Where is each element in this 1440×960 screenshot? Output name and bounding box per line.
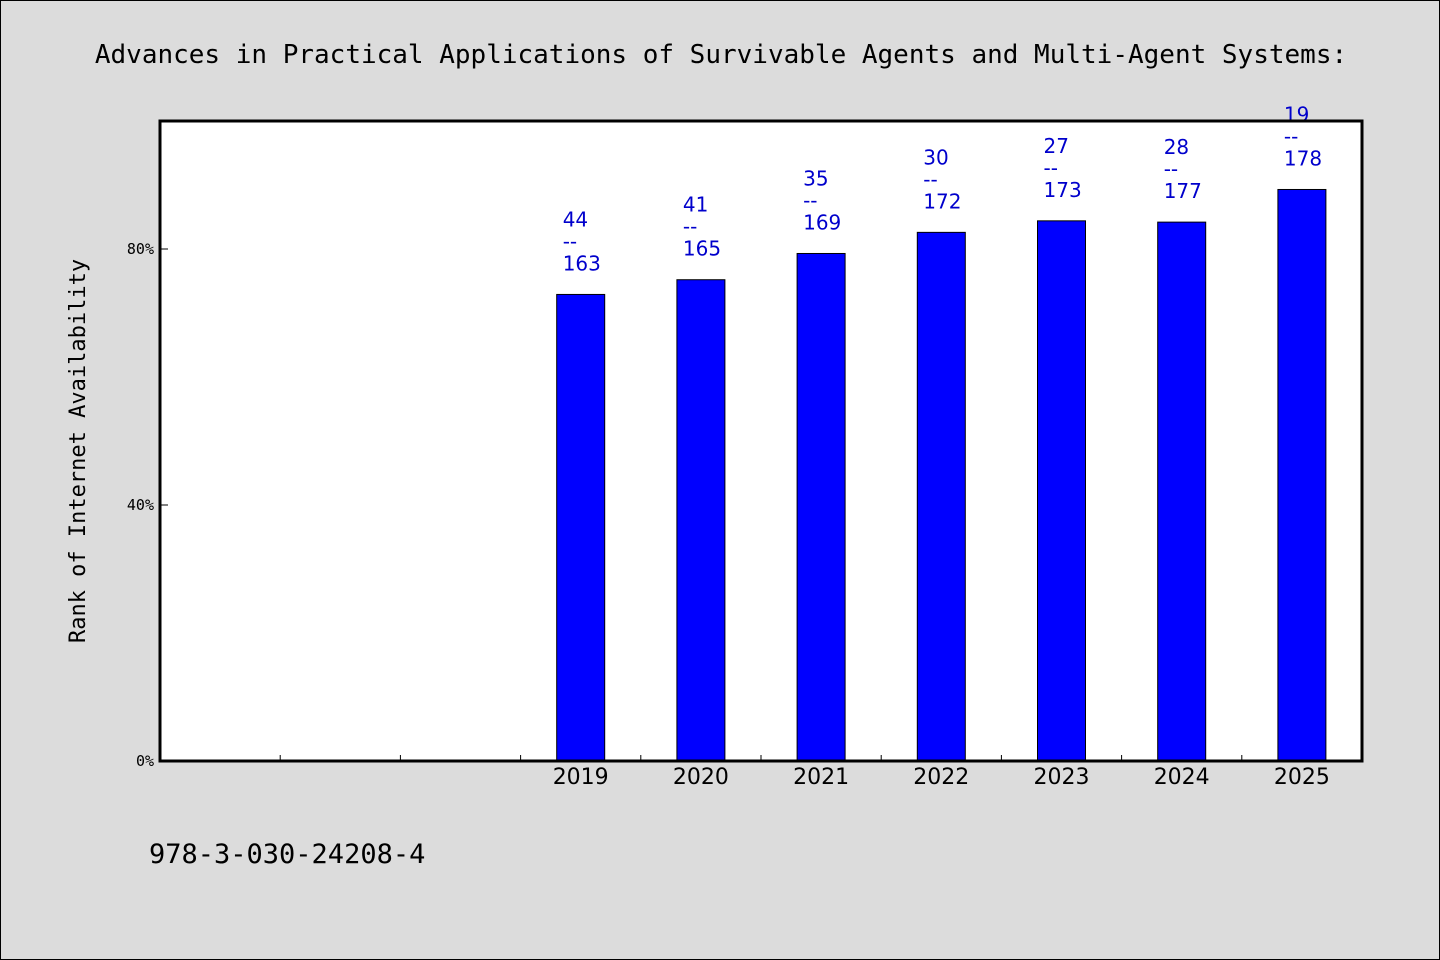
data-label-2020-line-1: 41 xyxy=(683,193,708,217)
data-label-2023-line-2: -- xyxy=(1044,156,1058,180)
y-tick-label: 80% xyxy=(127,240,154,258)
x-tick-label: 2019 xyxy=(553,765,609,790)
data-label-2024-line-3: 177 xyxy=(1164,179,1202,203)
bar-2024 xyxy=(1157,221,1207,762)
data-label-2021-line-3: 169 xyxy=(803,210,841,234)
data-label-2020-line-3: 165 xyxy=(683,237,721,261)
y-axis-ticks: 0% 40% 80% xyxy=(127,240,168,770)
data-label-2024-line-1: 28 xyxy=(1164,135,1189,159)
x-tick-label: 2022 xyxy=(913,765,969,790)
y-tick-label: 40% xyxy=(127,496,154,514)
x-tick-label: 2023 xyxy=(1034,765,1090,790)
data-label-2019-line-1: 44 xyxy=(563,207,588,231)
plot-frame xyxy=(158,119,1364,763)
data-label-2022-line-1: 30 xyxy=(923,145,948,169)
bar-2025 xyxy=(1277,188,1327,762)
data-label-2022-line-3: 172 xyxy=(923,189,961,213)
y-tick-label: 0% xyxy=(136,752,154,770)
x-tick-label: 2020 xyxy=(673,765,729,790)
bar-2023 xyxy=(1037,220,1086,762)
x-tick-label: 2021 xyxy=(793,765,849,790)
bar-2022 xyxy=(916,231,966,762)
data-label-2020-line-2: -- xyxy=(683,215,697,239)
y-axis-label: Rank of Internet Availability xyxy=(66,259,91,643)
data-label-2022-line-2: -- xyxy=(923,167,937,191)
data-label-2019-line-2: -- xyxy=(563,229,577,253)
data-label-2023-line-1: 27 xyxy=(1044,134,1069,158)
data-label-2025-line-2: -- xyxy=(1284,124,1298,148)
x-tick-label: 2024 xyxy=(1154,765,1210,790)
chart-title: Advances in Practical Applications of Su… xyxy=(95,40,1347,70)
data-label-2021-line-2: -- xyxy=(803,188,817,212)
x-tick-label: 2025 xyxy=(1274,765,1330,790)
data-label-2023-line-3: 173 xyxy=(1044,178,1082,202)
footnote-isbn: 978-3-030-24208-4 xyxy=(149,839,425,870)
data-label-2025-line-3: 178 xyxy=(1284,146,1322,170)
bar-2021 xyxy=(796,252,846,762)
bar-series xyxy=(556,188,1327,762)
data-label-2021-line-1: 35 xyxy=(803,166,828,190)
data-label-2025-line-1: 19 xyxy=(1284,102,1309,126)
data-label-2019-line-3: 163 xyxy=(563,251,601,275)
data-label-2024-line-2: -- xyxy=(1164,157,1178,181)
bar-2020 xyxy=(676,279,726,762)
x-axis-ticks: 2019 2020 2021 2022 2023 2024 2025 xyxy=(279,755,1330,790)
bar-2019 xyxy=(556,293,606,762)
